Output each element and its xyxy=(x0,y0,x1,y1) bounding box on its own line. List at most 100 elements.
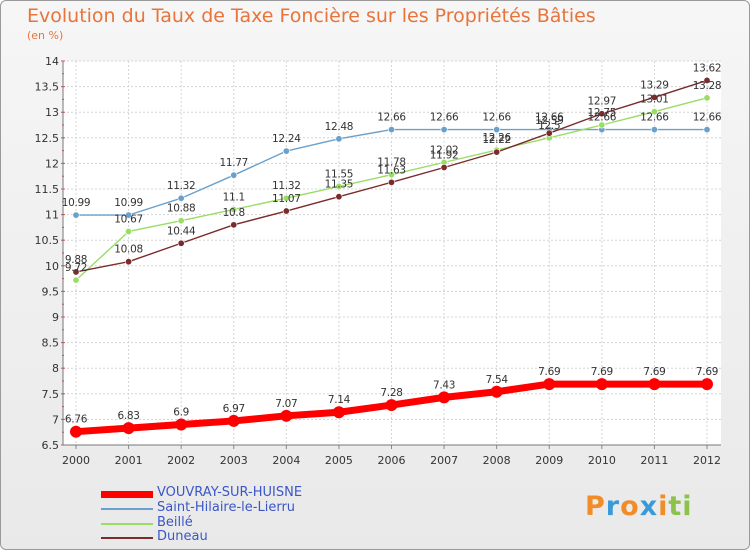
data-label-duneau: 9.88 xyxy=(65,254,87,266)
data-label-duneau: 13.62 xyxy=(693,62,722,74)
data-point-beille xyxy=(703,94,711,102)
data-label-vouvray: 6.83 xyxy=(117,410,139,422)
data-label-duneau: 11.92 xyxy=(430,149,459,161)
data-point-saint-hilaire xyxy=(493,126,501,134)
x-tick-label: 2006 xyxy=(378,454,406,467)
data-point-duneau xyxy=(598,110,606,118)
data-label-duneau: 11.35 xyxy=(325,179,354,191)
data-point-vouvray xyxy=(543,378,556,391)
data-label-duneau: 12.22 xyxy=(482,134,511,146)
data-label-beille: 12.02 xyxy=(430,144,459,156)
x-tick-label: 2000 xyxy=(62,454,90,467)
data-point-beille xyxy=(598,121,606,129)
data-point-vouvray xyxy=(332,406,345,419)
logo-letter: P xyxy=(585,491,606,522)
data-point-saint-hilaire xyxy=(440,126,448,134)
data-point-saint-hilaire xyxy=(72,211,80,219)
data-point-beille xyxy=(125,227,133,235)
x-tick-label: 2011 xyxy=(640,454,668,467)
data-point-saint-hilaire xyxy=(387,126,395,134)
data-point-duneau xyxy=(282,207,290,215)
legend-swatch xyxy=(101,537,153,539)
data-point-vouvray xyxy=(438,391,451,404)
legend-label: VOUVRAY-SUR-HUISNE xyxy=(157,485,303,500)
data-point-duneau xyxy=(230,221,238,229)
data-label-beille: 10.88 xyxy=(167,203,196,215)
data-point-saint-hilaire xyxy=(650,126,658,134)
data-point-beille xyxy=(335,182,343,190)
data-point-beille xyxy=(387,171,395,179)
data-label-saint-hilaire: 12.66 xyxy=(535,112,564,124)
data-point-vouvray xyxy=(490,385,503,398)
y-tick-label: 6.5 xyxy=(42,439,60,452)
logo-letter: r xyxy=(605,491,621,522)
data-point-vouvray xyxy=(648,378,661,391)
data-point-beille xyxy=(177,217,185,225)
data-label-beille: 11.78 xyxy=(377,157,406,169)
data-point-duneau xyxy=(493,148,501,156)
data-label-vouvray: 7.69 xyxy=(538,366,560,378)
x-tick-label: 2010 xyxy=(588,454,616,467)
data-label-saint-hilaire: 12.66 xyxy=(430,112,459,124)
chart-title: Evolution du Taux de Taxe Foncière sur l… xyxy=(27,5,596,27)
y-tick-label: 8 xyxy=(52,362,59,375)
data-label-beille: 11.32 xyxy=(272,180,301,192)
y-tick-label: 7.5 xyxy=(42,388,60,401)
data-point-duneau xyxy=(177,239,185,247)
data-point-beille xyxy=(72,276,80,284)
data-label-vouvray: 7.07 xyxy=(275,398,297,410)
data-point-saint-hilaire xyxy=(703,126,711,134)
data-label-duneau: 12.97 xyxy=(588,96,617,108)
data-point-duneau xyxy=(125,258,133,266)
data-label-saint-hilaire: 12.66 xyxy=(377,112,406,124)
data-label-beille: 13.28 xyxy=(693,80,722,92)
data-label-vouvray: 7.43 xyxy=(433,379,455,391)
x-tick-label: 2012 xyxy=(693,454,721,467)
data-label-duneau: 11.07 xyxy=(272,193,301,205)
data-point-duneau xyxy=(650,93,658,101)
data-label-beille: 11.1 xyxy=(223,191,245,203)
y-tick-label: 11 xyxy=(45,209,59,222)
x-tick-label: 2007 xyxy=(430,454,458,467)
data-point-beille xyxy=(650,108,658,116)
y-tick-label: 10.5 xyxy=(35,234,60,247)
data-label-saint-hilaire: 12.66 xyxy=(482,112,511,124)
data-label-beille: 13.01 xyxy=(640,94,669,106)
data-label-saint-hilaire: 10.99 xyxy=(62,197,91,209)
data-label-duneau: 10.44 xyxy=(167,225,196,237)
data-point-duneau xyxy=(440,163,448,171)
y-tick-label: 7 xyxy=(52,413,59,426)
legend-swatch xyxy=(101,508,153,510)
data-point-saint-hilaire xyxy=(177,194,185,202)
data-label-vouvray: 7.14 xyxy=(328,394,351,406)
y-tick-label: 9.5 xyxy=(42,285,60,298)
data-label-vouvray: 7.28 xyxy=(380,387,402,399)
data-point-vouvray xyxy=(280,409,293,422)
data-label-beille: 9.72 xyxy=(65,262,87,274)
data-label-vouvray: 7.69 xyxy=(591,366,613,378)
logo-letter: i xyxy=(682,491,693,522)
data-point-vouvray xyxy=(175,418,188,431)
y-tick-label: 12.5 xyxy=(35,132,60,145)
data-point-duneau xyxy=(703,76,711,84)
logo-letter: t xyxy=(668,491,683,522)
legend-swatch xyxy=(101,491,153,498)
logo-letter: i xyxy=(658,491,669,522)
data-label-saint-hilaire: 10.99 xyxy=(114,197,143,209)
data-point-duneau xyxy=(72,268,80,276)
data-point-vouvray xyxy=(701,378,713,391)
data-point-saint-hilaire xyxy=(282,147,290,155)
legend-label: Duneau xyxy=(157,529,208,544)
data-label-saint-hilaire: 12.66 xyxy=(693,112,722,124)
y-tick-label: 14 xyxy=(45,55,59,68)
data-label-saint-hilaire: 12.48 xyxy=(325,121,354,133)
y-tick-label: 13.5 xyxy=(35,81,60,94)
data-point-beille xyxy=(282,194,290,202)
x-tick-label: 2004 xyxy=(272,454,300,467)
data-label-beille: 12.5 xyxy=(538,120,560,132)
y-tick-label: 10 xyxy=(45,260,59,273)
y-tick-label: 13 xyxy=(45,106,59,119)
data-label-duneau: 13.29 xyxy=(640,79,669,91)
proxiti-logo: Proxiti xyxy=(585,491,693,522)
data-label-beille: 11.55 xyxy=(325,168,354,180)
